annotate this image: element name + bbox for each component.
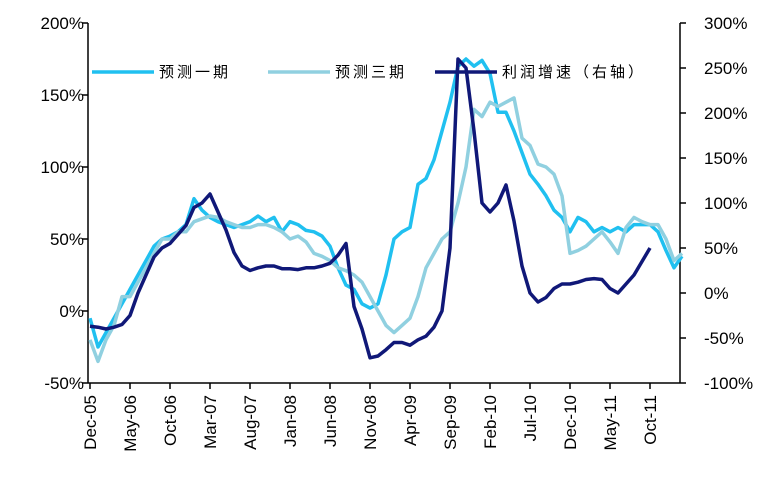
- series-line-1: [88, 57, 684, 349]
- x-tick-label: May-06: [121, 395, 140, 452]
- right-tick-label: 250%: [704, 59, 747, 78]
- x-tick-label: Jan-08: [281, 395, 300, 447]
- x-tick-label: Oct-06: [161, 395, 180, 446]
- left-tick-label: -50%: [44, 374, 84, 393]
- right-tick-label: 100%: [704, 194, 747, 213]
- x-tick-label: Mar-07: [201, 395, 220, 449]
- right-tick-label: 300%: [704, 14, 747, 33]
- left-tick-label: 100%: [41, 158, 84, 177]
- legend: 预测一期 预测三期 利润增速（右轴）: [92, 63, 646, 81]
- right-tick-label: -100%: [704, 374, 753, 393]
- series-line-3: [89, 57, 652, 360]
- series-line-2: [88, 96, 684, 364]
- left-tick-label: 200%: [41, 14, 84, 33]
- x-tick-label: Oct-11: [641, 395, 660, 445]
- x-tick-label: May-11: [601, 395, 620, 450]
- x-tick-label: Dec-10: [561, 395, 580, 450]
- right-tick-label: 0%: [704, 284, 729, 303]
- legend-label-2: 预测三期: [335, 63, 407, 81]
- legend-label-3: 利润增速（右轴）: [502, 63, 646, 81]
- right-tick-label: 50%: [704, 239, 738, 258]
- series-lines: [88, 57, 684, 364]
- right-tick-label: 150%: [704, 149, 747, 168]
- right-tick-label: -50%: [704, 329, 744, 348]
- right-tick-label: 200%: [704, 104, 747, 123]
- x-tick-label: Apr-09: [401, 395, 420, 446]
- x-tick-label: Jul-10: [521, 395, 540, 441]
- x-tick-label: Dec-05: [81, 395, 100, 450]
- axes: -50% 0% 50% 100% 150% 200% -100% -50% 0% 50% 100% 1…: [41, 14, 754, 452]
- x-tick-label: Aug-07: [241, 395, 260, 450]
- x-tick-label: Jun-08: [321, 395, 340, 447]
- legend-label-1: 预测一期: [159, 63, 231, 81]
- x-tick-label: Sep-09: [441, 395, 460, 450]
- left-tick-label: 150%: [41, 86, 84, 105]
- left-tick-label: 50%: [50, 230, 84, 249]
- x-tick-label: Nov-08: [361, 395, 380, 450]
- left-tick-label: 0%: [59, 302, 84, 321]
- x-tick-label: Feb-10: [481, 395, 500, 449]
